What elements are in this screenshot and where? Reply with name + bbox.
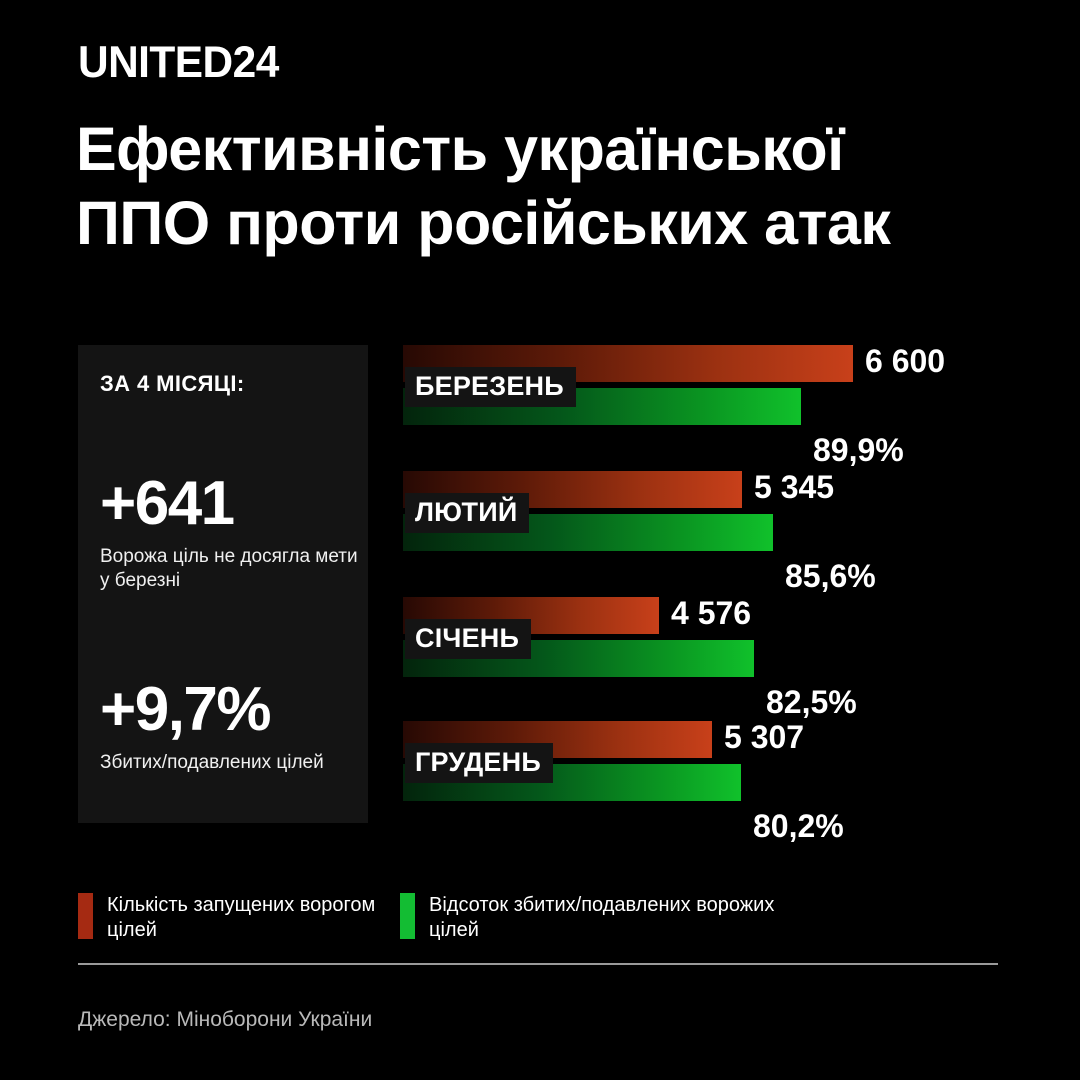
legend-label-intercepted: Відсоток збитих/подавлених ворожих цілей [429, 894, 775, 942]
source-attribution: Джерело: Міноборони України [78, 1008, 373, 1031]
summary-stat-value: +641 [100, 469, 235, 538]
united24-logo: UNITED24 [78, 38, 279, 88]
bar-value-launched: 5 345 [754, 469, 835, 505]
legend-item-launched: Кількість запущених ворогом цілей [78, 893, 387, 943]
month-label-february: ЛЮТИЙ [405, 493, 530, 534]
chart-legend: Кількість запущених ворогом цілей Відсот… [78, 893, 978, 955]
month-label-january: СІЧЕНЬ [405, 619, 532, 660]
summary-stat-value: +9,7% [100, 675, 272, 744]
bar-group-february: 5 345 85,6% ЛЮТИЙ [403, 469, 1003, 594]
bar-value-intercepted: 85,6% [785, 558, 876, 594]
legend-swatch-red-icon [78, 893, 93, 939]
summary-heading: ЗА 4 МІСЯЦІ: [100, 371, 245, 396]
bar-value-launched: 6 600 [865, 343, 946, 379]
bar-group-march: 6 600 89,9% БЕРЕЗЕНЬ [403, 343, 1003, 468]
month-label-december: ГРУДЕНЬ [405, 743, 553, 784]
page-title-line-2: ППО проти російських атак [76, 189, 891, 258]
summary-stat-targets-missed: +641 Ворожа ціль не досягла мети у берез… [100, 473, 362, 593]
summary-stat-interception-growth: +9,7% Збитих/подавлених цілей [100, 679, 362, 775]
bar-value-launched: 5 307 [724, 719, 805, 755]
summary-stats-panel: ЗА 4 МІСЯЦІ: +641 Ворожа ціль не досягла… [78, 345, 368, 823]
bar-value-intercepted: 80,2% [753, 808, 844, 844]
legend-swatch-green-icon [400, 893, 415, 939]
month-label-march: БЕРЕЗЕНЬ [405, 367, 576, 408]
summary-stat-caption: Збитих/подавлених цілей [100, 752, 324, 773]
bar-value-intercepted: 82,5% [766, 684, 857, 720]
bar-group-december: 5 307 80,2% ГРУДЕНЬ [403, 719, 1003, 844]
legend-item-intercepted: Відсоток збитих/подавлених ворожих цілей [400, 893, 809, 943]
bar-group-january: 4 576 82,5% СІЧЕНЬ [403, 595, 1003, 720]
monthly-bar-chart: 6 600 89,9% БЕРЕЗЕНЬ 5 345 85,6% ЛЮТИЙ 4… [403, 343, 1003, 844]
legend-label-launched: Кількість запущених ворогом цілей [107, 894, 376, 942]
summary-stat-caption: Ворожа ціль не досягла мети у березні [100, 546, 358, 591]
bar-value-launched: 4 576 [671, 595, 752, 631]
page-title-line-1: Ефективність української [76, 115, 844, 183]
page-title: Ефективність української ППО проти росій… [76, 112, 1016, 261]
bar-value-intercepted: 89,9% [813, 432, 904, 468]
footer-divider [78, 963, 998, 965]
